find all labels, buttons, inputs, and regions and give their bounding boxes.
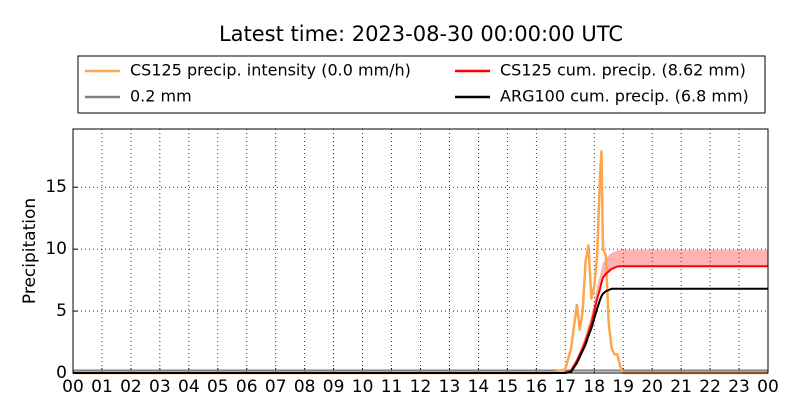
legend-label: ARG100 cum. precip. (6.8 mm) (500, 87, 749, 106)
x-tick-label: 00 (757, 377, 779, 397)
x-tick-label: 14 (468, 377, 490, 397)
x-tick-label: 09 (323, 377, 345, 397)
x-tick-label: 02 (120, 377, 142, 397)
x-tick-label: 01 (91, 377, 113, 397)
legend-label: CS125 precip. intensity (0.0 mm/h) (130, 61, 411, 80)
plot-frame (72, 128, 769, 374)
x-tick-label: 19 (612, 377, 634, 397)
legend-label: CS125 cum. precip. (8.62 mm) (500, 61, 746, 80)
x-tick-label: 07 (265, 377, 287, 397)
y-tick-label: 15 (45, 177, 67, 197)
x-tick-label: 18 (583, 377, 605, 397)
series-line (73, 287, 768, 374)
x-tick-label: 15 (497, 377, 519, 397)
x-tick-label: 12 (410, 377, 432, 397)
y-tick-label: 5 (56, 301, 67, 321)
x-tick-label: 17 (554, 377, 576, 397)
x-tick-label: 00 (62, 377, 84, 397)
y-axis-label: Precipitation (20, 198, 40, 304)
x-tick-label: 04 (178, 377, 200, 397)
x-tick-label: 03 (149, 377, 171, 397)
band (73, 249, 768, 373)
x-tick-label: 13 (439, 377, 461, 397)
x-tick-label: 06 (236, 377, 258, 397)
series-line (73, 150, 768, 375)
x-tick-label: 08 (294, 377, 316, 397)
y-tick-label: 0 (56, 363, 67, 383)
legend-label: 0.2 mm (130, 87, 192, 106)
x-tick-label: 10 (352, 377, 374, 397)
x-tick-label: 22 (699, 377, 721, 397)
y-tick-label: 10 (45, 239, 67, 259)
x-tick-label: 21 (670, 377, 692, 397)
x-tick-label: 11 (381, 377, 403, 397)
chart-title: Latest time: 2023-08-30 00:00:00 UTC (219, 22, 623, 46)
legend-box (77, 55, 766, 114)
x-tick-label: 05 (207, 377, 229, 397)
x-tick-label: 23 (728, 377, 750, 397)
x-tick-label: 20 (641, 377, 663, 397)
x-tick-label: 16 (526, 377, 548, 397)
